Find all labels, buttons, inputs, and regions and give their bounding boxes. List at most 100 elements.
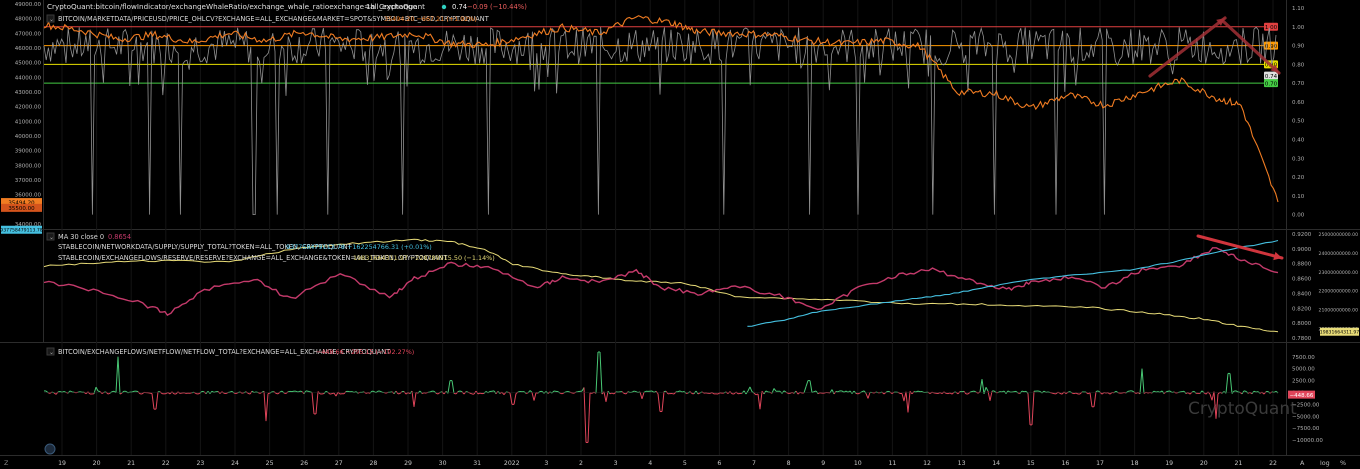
netflow-segment [1071, 392, 1075, 395]
pane-price-whale-ratio[interactable]: 1.000.900.800.740.70 49000.0048000.00470… [1, 2, 1305, 228]
netflow-segment [465, 391, 469, 393]
supply-line [747, 239, 1279, 327]
netflow-segment [639, 391, 643, 400]
netflow-segment [759, 391, 763, 410]
netflow-segment [559, 392, 563, 395]
mid-tick: 0.8000 [1292, 321, 1312, 327]
right-tick: 0.70 [1292, 81, 1305, 87]
collapse-pane2-button[interactable] [46, 232, 55, 241]
netflow-segment [973, 390, 977, 393]
netflow-segment [753, 392, 757, 396]
interval-label: 1h [366, 2, 375, 11]
netflow-segment [97, 390, 101, 393]
netflow-segment [1051, 392, 1055, 395]
level-badge-label: 1.00 [1265, 25, 1278, 31]
netflow-segment [311, 392, 315, 414]
date-axis: 19 20 21 22 23 24 25 26 27 28 29 30 31 2022 3 2 3 4 5 6 7 8 9 1… [58, 460, 1277, 467]
pane-stablecoin[interactable]: 935000000000.00930000000000.009250000000… [0, 0, 1359, 342]
netflow-segment [885, 390, 889, 393]
netflow-segment [59, 391, 63, 393]
pane2-mid-axis: 0.9200 0.9000 0.8800 0.8600 0.8400 0.8200 0.80… [1292, 232, 1312, 342]
date-tick: 8 [787, 460, 791, 467]
netflow-segment [831, 389, 835, 395]
date-tick: 6 [717, 460, 721, 467]
date-tick: 26 [300, 460, 308, 467]
netflow-segment [1139, 368, 1143, 394]
netflow-segment [433, 390, 437, 394]
netflow-segment [307, 390, 311, 393]
netflow-segment [861, 390, 865, 393]
netflow-segment [197, 392, 201, 395]
netflow-segment [247, 392, 251, 395]
left-tick: 40000.00 [15, 134, 42, 140]
netflow-segment [403, 391, 407, 395]
netflow-series [43, 351, 1279, 443]
netflow-segment [1027, 393, 1031, 425]
annotation-arrow-line [1196, 234, 1284, 260]
percent-scale-button[interactable]: % [1340, 459, 1346, 467]
mid-tick: 0.9000 [1292, 247, 1312, 253]
right-tick: 22000000000.00 [1319, 289, 1359, 295]
netflow-segment [517, 390, 521, 393]
left-tick: 41000.00 [15, 119, 42, 125]
right-tick: 5000.00 [1292, 367, 1315, 373]
netflow-segment [1001, 390, 1005, 393]
netflow-segment [813, 390, 817, 393]
netflow-segment [809, 380, 813, 393]
arrow-head-icon [1273, 251, 1282, 261]
netflow-segment [279, 390, 283, 393]
netflow-segment [267, 392, 271, 395]
netflow-segment [1021, 390, 1025, 393]
pane-netflow[interactable]: CryptoQuant 7500.005000.002500.000.00−25… [43, 347, 1323, 455]
timezone-icon[interactable]: Z [4, 459, 9, 467]
netflow-segment [1059, 392, 1063, 395]
netflow-segment [531, 392, 535, 401]
right-tick: 21000000000.00 [1319, 308, 1359, 314]
date-tick: 3 [544, 460, 548, 467]
netflow-segment [429, 390, 433, 393]
reserve-badge-label: 19831664311.97 [1320, 330, 1360, 336]
date-tick: 24 [231, 460, 239, 467]
pane1-right-axis: 1.10 1.00 0.90 0.80 0.70 0.60 0.50 0.40 0.30 0.20… [1292, 6, 1305, 219]
netflow-segment [595, 351, 599, 394]
header-change: −0.09 (−10.44%) [467, 3, 527, 11]
left-tick: 47000.00 [15, 31, 42, 37]
netflow-segment [435, 392, 439, 395]
arrow-head-icon [1216, 18, 1225, 27]
netflow-segment [1187, 392, 1191, 395]
netflow-segment [749, 386, 753, 392]
netflow-segment [1185, 392, 1189, 394]
right-tick: 0.20 [1292, 175, 1305, 181]
date-tick: 5 [683, 460, 687, 467]
netflow-segment [1253, 390, 1257, 393]
collapse-legend-button[interactable] [46, 14, 55, 23]
netflow-segment [333, 392, 337, 397]
ma-line [43, 247, 1279, 317]
netflow-segment [365, 392, 369, 394]
netflow-segment [189, 392, 193, 394]
annotation-arrow-line [1148, 16, 1227, 78]
netflow-segment [263, 391, 267, 422]
netflow-segment [981, 379, 985, 394]
auto-scale-button[interactable]: A [1300, 459, 1305, 467]
netflow-segment [1229, 373, 1233, 394]
netflow-segment [1209, 393, 1213, 401]
collapse-pane3-button[interactable] [46, 347, 55, 356]
whale-ratio-line [43, 26, 1277, 216]
netflow-segment [1235, 390, 1239, 393]
netflow-segment [867, 392, 871, 399]
annotation-arrows [1148, 16, 1281, 78]
netflow-segment [611, 392, 615, 395]
source-label: CryptoQuant [379, 2, 425, 11]
date-tick: 25 [266, 460, 274, 467]
netflow-segment [905, 391, 909, 413]
netflow-segment [889, 391, 893, 394]
netflow-segment [199, 390, 203, 394]
log-scale-button[interactable]: log [1320, 459, 1330, 467]
netflow-segment [331, 392, 335, 395]
cloud-icon[interactable] [44, 443, 56, 455]
right-tick: −10000.00 [1292, 438, 1323, 444]
reserve-series [43, 238, 1279, 333]
netflow-segment [641, 392, 645, 400]
